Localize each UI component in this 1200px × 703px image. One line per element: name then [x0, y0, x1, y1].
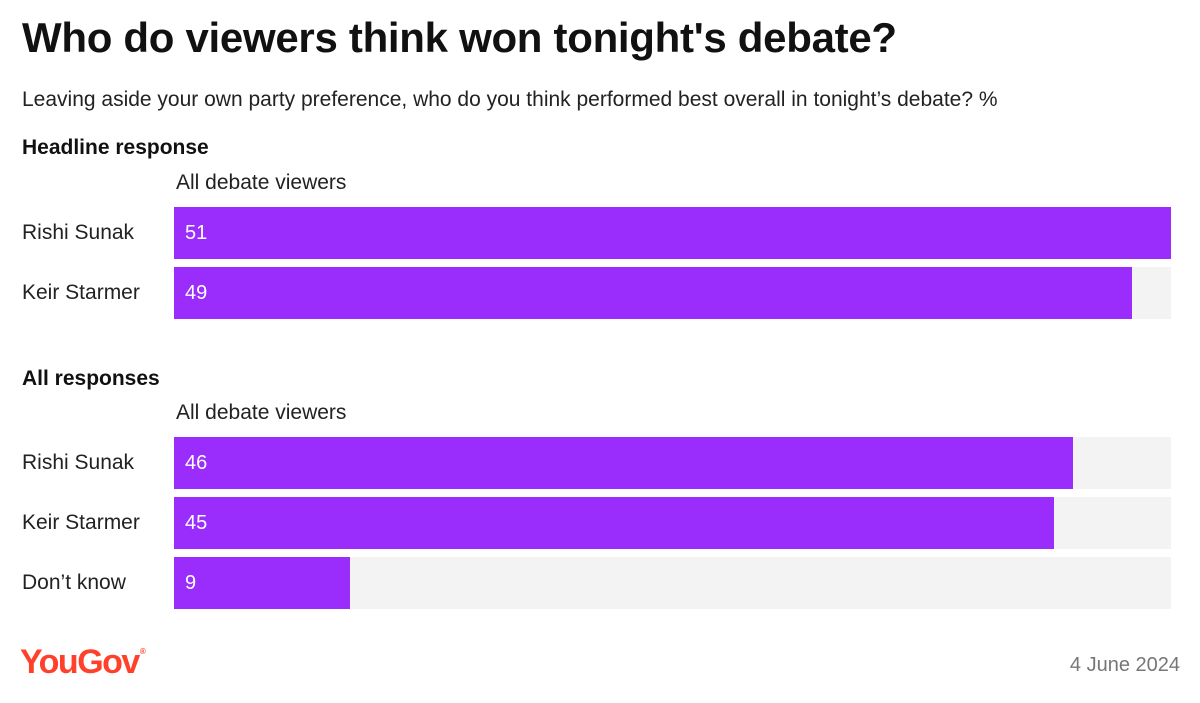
registered-mark: ®	[139, 647, 146, 656]
bar-category-label: Rishi Sunak	[22, 221, 135, 244]
bar-value-label: 49	[185, 282, 208, 304]
bar-row: Rishi Sunak 46	[0, 437, 1200, 489]
bar-value-label: 45	[185, 512, 208, 534]
bar-value-label: 51	[185, 222, 208, 244]
bar-row: Keir Starmer 45	[0, 497, 1200, 549]
bar-row: Keir Starmer 49	[0, 267, 1200, 319]
bar-track: 9	[174, 557, 1171, 609]
group-label-all-responses: All debate viewers	[176, 401, 347, 424]
bar	[174, 497, 1054, 549]
bar-track: 51	[174, 207, 1171, 259]
group-label-headline: All debate viewers	[176, 171, 347, 194]
bar-category-label: Rishi Sunak	[22, 451, 135, 474]
bar-track: 45	[174, 497, 1171, 549]
section-title-all-responses: All responses	[22, 367, 160, 390]
section-title-headline: Headline response	[22, 136, 209, 159]
bar	[174, 207, 1171, 259]
bar-category-label: Keir Starmer	[22, 511, 140, 534]
bar-row: Rishi Sunak 51	[0, 207, 1200, 259]
bar-track: 49	[174, 267, 1171, 319]
bar-row: Don’t know 9	[0, 557, 1200, 609]
logo-text: YouGov	[20, 643, 140, 681]
publication-date: 4 June 2024	[1069, 654, 1180, 676]
chart-title: Who do viewers think won tonight's debat…	[22, 14, 897, 61]
bar-value-label: 46	[185, 452, 208, 474]
bar-track: 46	[174, 437, 1171, 489]
bar	[174, 557, 350, 609]
bar	[174, 267, 1132, 319]
yougov-logo: YouGov®	[20, 643, 146, 682]
bar	[174, 437, 1073, 489]
bar-value-label: 9	[185, 572, 197, 594]
bar-category-label: Keir Starmer	[22, 281, 140, 304]
chart-subtitle: Leaving aside your own party preference,…	[22, 88, 998, 111]
bar-category-label: Don’t know	[22, 571, 126, 594]
